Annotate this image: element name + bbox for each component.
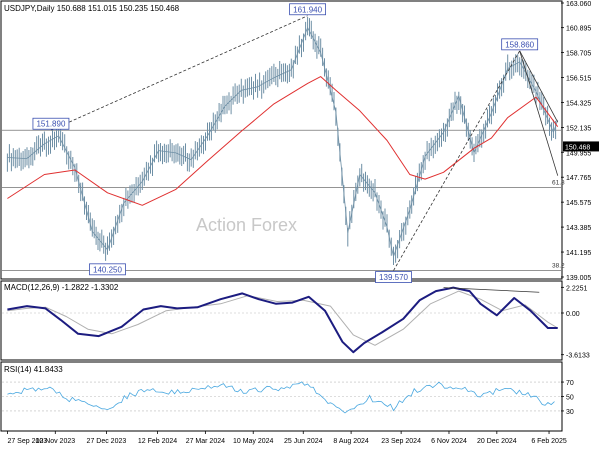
price-y-tick-label: 163.060 <box>566 1 591 8</box>
macd-signal-line <box>7 290 558 346</box>
x-tick-label: 27 Mar 2024 <box>186 438 225 445</box>
last-price-tag <box>563 141 599 152</box>
macd-y-tick-label: -3.6133 <box>566 353 590 360</box>
price-label-box <box>32 117 70 130</box>
price-y-tick-label: 158.705 <box>566 51 591 58</box>
price-y-tick-label: 156.515 <box>566 76 591 83</box>
rsi-line <box>7 381 555 414</box>
price-label-box <box>501 38 539 51</box>
x-tick-label: 10 Nov 2023 <box>35 438 75 445</box>
price-close-line <box>7 27 559 258</box>
price-label: 139.570 <box>379 273 408 282</box>
x-tick-label: 25 Jun 2024 <box>284 438 323 445</box>
price-y-tick-label: 152.135 <box>566 125 591 132</box>
fib-label: 61.8 <box>552 180 565 187</box>
price-label: 151.890 <box>36 120 65 129</box>
fib-label: 38.2 <box>552 263 565 270</box>
rsi-title: RSI(14) 41.8433 <box>4 365 63 374</box>
macd-line <box>7 286 558 354</box>
x-tick-label: 6 Feb 2025 <box>531 438 567 445</box>
x-tick-label: 23 Sep 2024 <box>381 438 421 445</box>
x-tick-label: 8 Aug 2024 <box>333 438 369 445</box>
axis-layer: 163.060 160.895 158.705 156.515 154.325 152.1… <box>7 1 599 445</box>
rsi-y-tick-label: 30 <box>566 409 574 416</box>
price-label: 161.940 <box>293 5 322 14</box>
x-tick-label: 12 Feb 2024 <box>138 438 177 445</box>
macd-y-tick-label: 2.2251 <box>566 285 588 292</box>
trend-line <box>519 50 559 176</box>
price-panel <box>0 0 563 280</box>
price-y-tick-label: 141.195 <box>566 250 591 257</box>
price-y-tick-label: 147.765 <box>566 175 591 182</box>
price-label: 140.250 <box>93 265 122 274</box>
price-y-tick-label: 154.325 <box>566 100 591 107</box>
price-label-box <box>375 271 412 283</box>
x-tick-label: 20 Dec 2024 <box>477 438 517 445</box>
price-y-tick-label: 160.895 <box>566 26 591 33</box>
x-tick-label: 10 May 2024 <box>233 438 274 445</box>
price-label-box <box>289 3 327 16</box>
macd-title: MACD(12,26,9) -1.2822 -1.3302 <box>4 283 119 292</box>
price-label: 158.860 <box>505 40 534 49</box>
macd-trend-line <box>443 287 540 293</box>
trend-line <box>393 50 521 271</box>
macd-panel <box>0 280 563 361</box>
price-y-tick-label: 149.955 <box>566 150 591 157</box>
trend-line <box>519 50 559 123</box>
x-tick-label: 6 Nov 2024 <box>431 438 467 445</box>
rsi-y-tick-label: 70 <box>566 380 574 387</box>
price-y-tick-label: 139.005 <box>566 275 591 282</box>
watermark: Action Forex <box>196 215 297 235</box>
x-tick-label: 27 Sep 2023 <box>7 438 47 445</box>
rsi-y-tick-label: 50 <box>566 395 574 402</box>
last-price-label: 150.468 <box>565 144 590 151</box>
rsi-layer <box>2 381 561 414</box>
price-title: USDJPY,Daily 150.688 151.015 150.235 150… <box>4 4 180 13</box>
moving-average-line <box>7 76 559 206</box>
macd-y-tick-label: 0.00 <box>566 311 580 318</box>
macd-layer <box>2 286 561 354</box>
price-y-tick-label: 143.385 <box>566 225 591 232</box>
price-layer: 151.890 140.250 161.940 139.570 158.860 61.8 3… <box>2 3 565 283</box>
x-tick-label: 27 Dec 2023 <box>87 438 127 445</box>
trend-line <box>50 15 308 131</box>
price-y-tick-label: 145.575 <box>566 200 591 207</box>
price-label-box <box>89 263 126 276</box>
